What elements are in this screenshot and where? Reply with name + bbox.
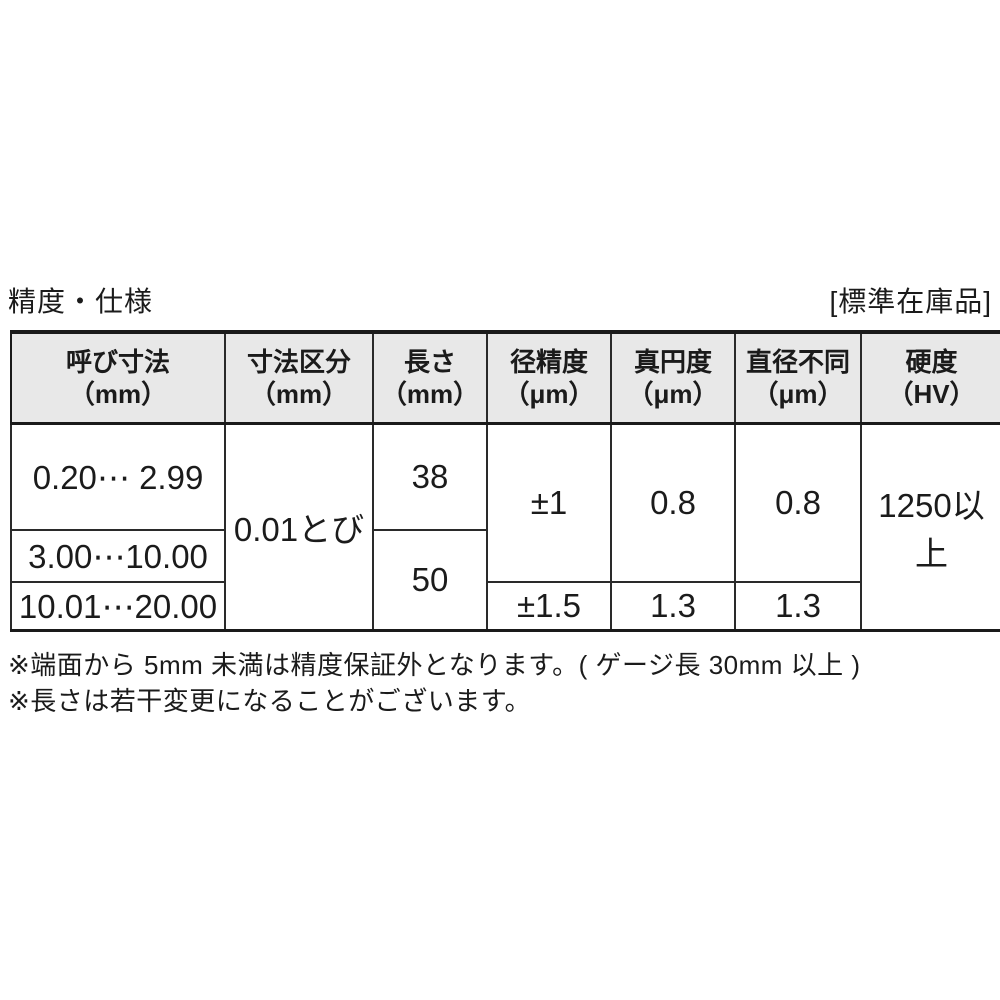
cell-dia-variation-2: 1.3: [734, 581, 862, 632]
cell-size-range-2: 3.00⋯10.00: [10, 529, 226, 583]
footnote-accuracy: ※端面から 5mm 未満は精度保証外となります。( ゲージ長 30mm 以上 ): [8, 650, 861, 680]
cell-size-range-3: 10.01⋯20.00: [10, 581, 226, 632]
header-size-step: 寸法区分 （mm）: [225, 332, 374, 425]
header-hardness: 硬度 （HV）: [861, 332, 1000, 425]
header-nominal-size: 呼び寸法 （mm）: [11, 332, 226, 425]
header-line: 硬度: [905, 346, 958, 377]
cell-size-range-1: 0.20⋯ 2.99: [10, 422, 226, 531]
header-line: 直径不同: [745, 346, 850, 377]
cell-dia-variation-1: 0.8: [734, 422, 862, 583]
header-length: 長さ （mm）: [373, 332, 488, 425]
table-row: 3.00⋯10.00 50: [10, 529, 1000, 632]
table-row: 10.01⋯20.00 ±1.5 1.3 1.3: [10, 581, 1000, 632]
cell-length-38: 38: [372, 422, 488, 531]
stock-status-label: [標準在庫品]: [829, 286, 992, 317]
cell-dia-accuracy-1: ±1: [486, 422, 612, 583]
header-unit: （mm）: [380, 379, 480, 409]
header-line: 長さ: [403, 346, 456, 377]
header-diameter-variation: 直径不同 （μm）: [735, 332, 862, 425]
title-row: 精度・仕様 [標準在庫品]: [8, 280, 992, 320]
spec-table: 呼び寸法 （mm） 寸法区分 （mm） 長さ （mm） 径精度 （μm）: [10, 330, 1000, 632]
cell-roundness-2: 1.3: [610, 581, 736, 632]
header-line: 真円度: [633, 346, 712, 377]
header-line: 径精度: [509, 346, 588, 377]
header-unit: （μm）: [627, 379, 719, 409]
header-unit: （mm）: [68, 379, 168, 409]
cell-length-50: 50: [372, 529, 488, 632]
header-line: 呼び寸法: [65, 346, 170, 377]
table-row: 0.20⋯ 2.99 0.01とび 38 ±1 0.8 0.8 1250以上: [10, 422, 1000, 632]
section-title: 精度・仕様: [8, 286, 154, 317]
spec-content: 精度・仕様 [標準在庫品] 呼び寸法 （mm）: [0, 280, 1000, 720]
cell-size-step: 0.01とび: [224, 422, 374, 632]
header-row: 呼び寸法 （mm） 寸法区分 （mm） 長さ （mm） 径精度 （μm）: [11, 332, 1000, 425]
footnotes: ※端面から 5mm 未満は精度保証外となります。( ゲージ長 30mm 以上 )…: [8, 648, 992, 720]
header-unit: （μm）: [752, 379, 844, 409]
header-diameter-accuracy: 径精度 （μm）: [487, 332, 612, 425]
cell-dia-accuracy-2: ±1.5: [486, 581, 612, 632]
header-line: 寸法区分: [246, 346, 351, 377]
header-unit: （mm）: [249, 379, 349, 409]
cell-roundness-1: 0.8: [610, 422, 736, 583]
footnote-length: ※長さは若干変更になることがございます。: [8, 685, 532, 716]
cell-hardness: 1250以上: [860, 422, 1000, 632]
header-unit: （μm）: [503, 379, 595, 409]
header-unit: （HV）: [887, 379, 976, 409]
header-roundness: 真円度 （μm）: [611, 332, 736, 425]
